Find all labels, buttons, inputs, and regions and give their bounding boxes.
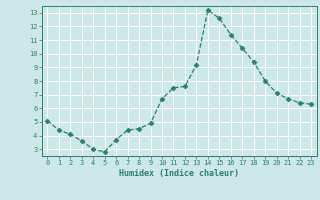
X-axis label: Humidex (Indice chaleur): Humidex (Indice chaleur) bbox=[119, 169, 239, 178]
